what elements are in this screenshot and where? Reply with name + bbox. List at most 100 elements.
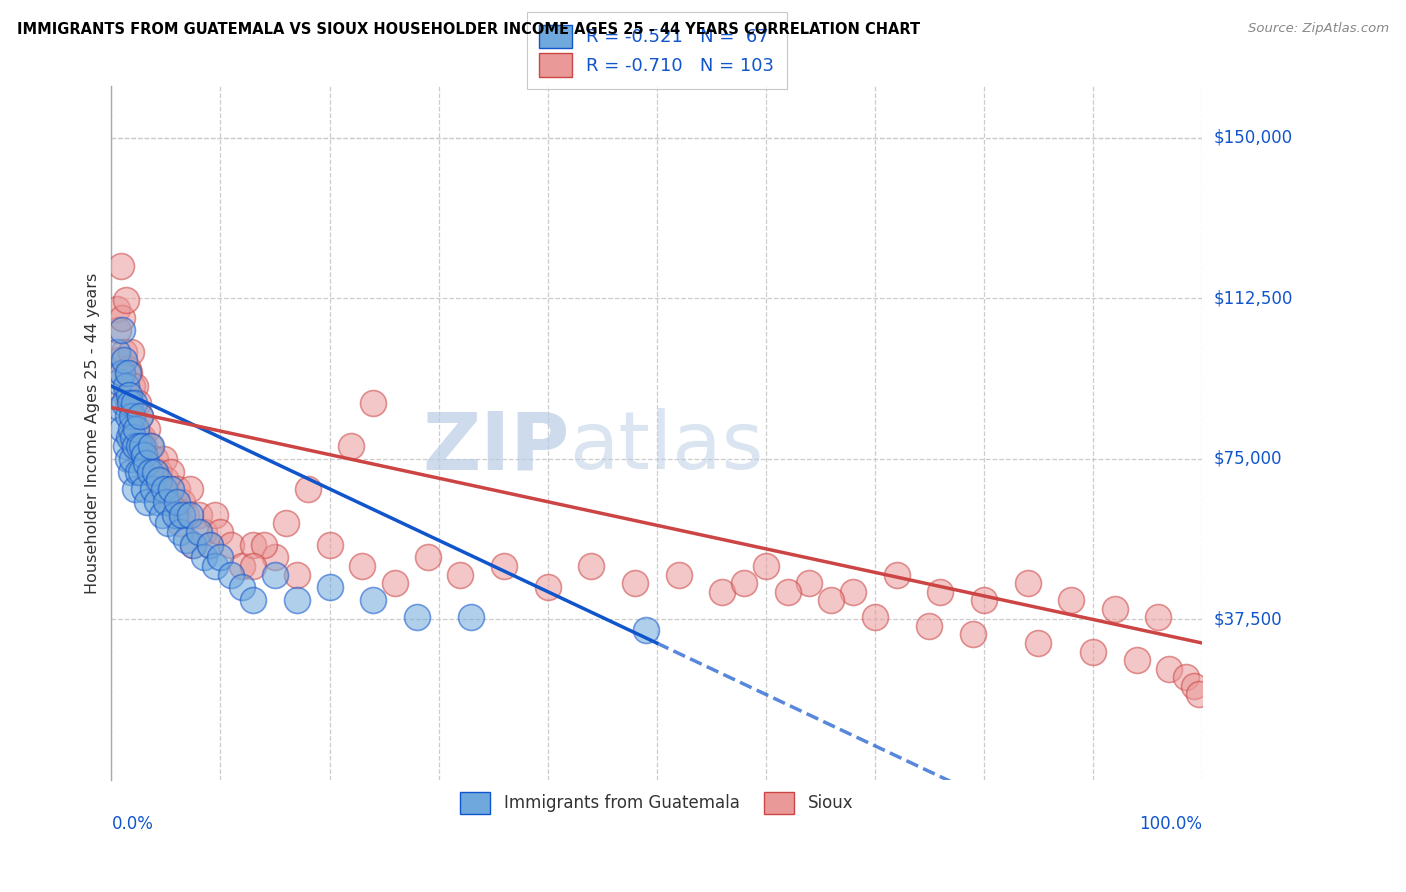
Point xyxy=(181,537,204,551)
Point xyxy=(416,550,439,565)
Point xyxy=(124,422,146,436)
Point xyxy=(209,550,232,565)
Point xyxy=(155,473,177,487)
Point xyxy=(181,537,204,551)
Point xyxy=(352,558,374,573)
Point xyxy=(209,524,232,539)
Point xyxy=(449,567,471,582)
Point xyxy=(128,439,150,453)
Point xyxy=(138,465,160,479)
Point xyxy=(405,610,427,624)
Point xyxy=(820,593,842,607)
Text: $37,500: $37,500 xyxy=(1213,610,1282,629)
Point xyxy=(179,482,201,496)
Point xyxy=(318,537,340,551)
Point xyxy=(799,576,821,591)
Point xyxy=(138,465,160,479)
Point xyxy=(929,584,952,599)
Point xyxy=(204,558,226,573)
Point xyxy=(118,396,141,410)
Point xyxy=(142,465,165,479)
Text: IMMIGRANTS FROM GUATEMALA VS SIOUX HOUSEHOLDER INCOME AGES 25 - 44 YEARS CORRELA: IMMIGRANTS FROM GUATEMALA VS SIOUX HOUSE… xyxy=(17,22,920,37)
Point xyxy=(285,593,308,607)
Point xyxy=(105,344,128,359)
Point xyxy=(668,567,690,582)
Point xyxy=(285,567,308,582)
Point xyxy=(134,448,156,462)
Point xyxy=(242,537,264,551)
Point xyxy=(384,576,406,591)
Point xyxy=(242,558,264,573)
Point xyxy=(204,508,226,522)
Point xyxy=(973,593,995,607)
Point xyxy=(537,580,560,594)
Point xyxy=(138,439,160,453)
Point xyxy=(297,482,319,496)
Point xyxy=(124,439,146,453)
Point xyxy=(274,516,297,530)
Point xyxy=(117,409,139,423)
Point xyxy=(124,482,146,496)
Point xyxy=(125,422,148,436)
Point xyxy=(172,508,194,522)
Point xyxy=(755,558,778,573)
Point xyxy=(962,627,984,641)
Point xyxy=(107,323,129,337)
Point xyxy=(1125,653,1147,667)
Text: $112,500: $112,500 xyxy=(1213,289,1292,308)
Point xyxy=(143,451,166,466)
Point xyxy=(111,422,134,436)
Point xyxy=(129,465,152,479)
Legend: Immigrants from Guatemala, Sioux: Immigrants from Guatemala, Sioux xyxy=(454,786,860,821)
Point xyxy=(231,558,253,573)
Point xyxy=(494,558,516,573)
Point xyxy=(146,494,169,508)
Point xyxy=(1184,679,1206,693)
Point xyxy=(105,301,128,316)
Point xyxy=(1147,610,1170,624)
Point xyxy=(131,430,153,444)
Point xyxy=(198,537,221,551)
Point xyxy=(733,576,755,591)
Point xyxy=(242,593,264,607)
Point xyxy=(146,473,169,487)
Point xyxy=(361,396,384,410)
Point xyxy=(108,375,131,389)
Point xyxy=(111,310,134,325)
Point xyxy=(117,451,139,466)
Point xyxy=(148,473,170,487)
Point xyxy=(179,508,201,522)
Text: ZIP: ZIP xyxy=(422,408,569,486)
Point xyxy=(198,537,221,551)
Point xyxy=(711,584,734,599)
Point xyxy=(134,482,156,496)
Point xyxy=(152,482,174,496)
Point xyxy=(1060,593,1083,607)
Point xyxy=(264,550,287,565)
Point xyxy=(624,576,647,591)
Point xyxy=(166,482,188,496)
Text: 0.0%: 0.0% xyxy=(111,814,153,833)
Point xyxy=(264,567,287,582)
Point xyxy=(120,430,142,444)
Point xyxy=(124,396,146,410)
Point xyxy=(127,396,149,410)
Point xyxy=(166,494,188,508)
Point xyxy=(160,482,183,496)
Point xyxy=(124,379,146,393)
Point xyxy=(121,451,143,466)
Point xyxy=(318,580,340,594)
Point xyxy=(143,465,166,479)
Point xyxy=(114,293,136,308)
Point xyxy=(187,524,209,539)
Point xyxy=(110,259,132,273)
Point xyxy=(886,567,908,582)
Point xyxy=(111,366,134,380)
Point xyxy=(581,558,603,573)
Point xyxy=(108,353,131,368)
Point xyxy=(111,323,134,337)
Point xyxy=(1081,644,1104,658)
Point xyxy=(918,619,941,633)
Point xyxy=(129,451,152,466)
Point xyxy=(128,409,150,423)
